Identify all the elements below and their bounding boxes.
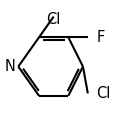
Text: Cl: Cl — [96, 86, 111, 101]
Text: Cl: Cl — [46, 12, 61, 27]
Text: N: N — [5, 59, 16, 74]
Text: F: F — [96, 30, 105, 45]
